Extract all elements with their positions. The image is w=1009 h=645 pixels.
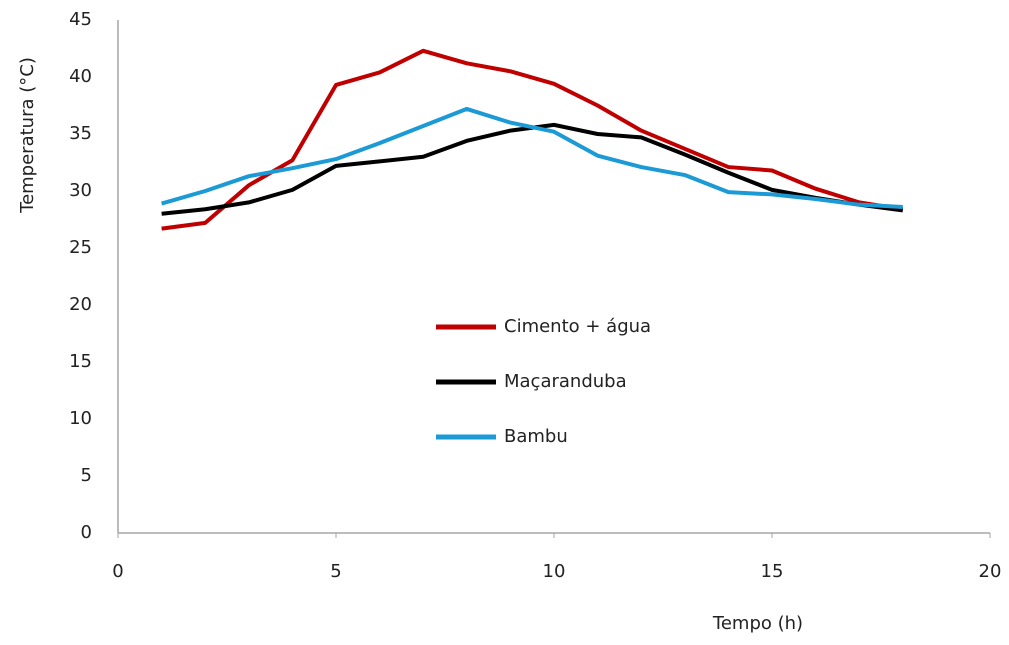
x-tick-label: 10	[543, 561, 566, 582]
x-tick-label: 20	[979, 561, 1002, 582]
series-line	[161, 106, 903, 209]
x-tick-label: 15	[761, 561, 784, 582]
legend-label: Cimento + água	[504, 316, 651, 337]
y-tick-label: 0	[81, 522, 92, 543]
y-tick-label: 35	[69, 123, 92, 144]
x-axis-label: Tempo (h)	[712, 613, 803, 634]
y-tick-label: 5	[81, 465, 92, 486]
y-tick-label: 30	[69, 180, 92, 201]
legend-label: Bambu	[504, 426, 568, 447]
y-tick-label: 45	[69, 9, 92, 30]
x-tick-label: 0	[112, 561, 123, 582]
series-line	[161, 48, 904, 231]
y-tick-label: 25	[69, 237, 92, 258]
x-tick-label: 5	[330, 561, 341, 582]
legend-label: Maçaranduba	[504, 371, 627, 392]
y-tick-label: 40	[69, 66, 92, 87]
y-tick-label: 15	[69, 351, 92, 372]
y-tick-label: 10	[69, 408, 92, 429]
y-axis-label: Temperatura (°C)	[17, 57, 38, 214]
y-tick-label: 20	[69, 294, 92, 315]
